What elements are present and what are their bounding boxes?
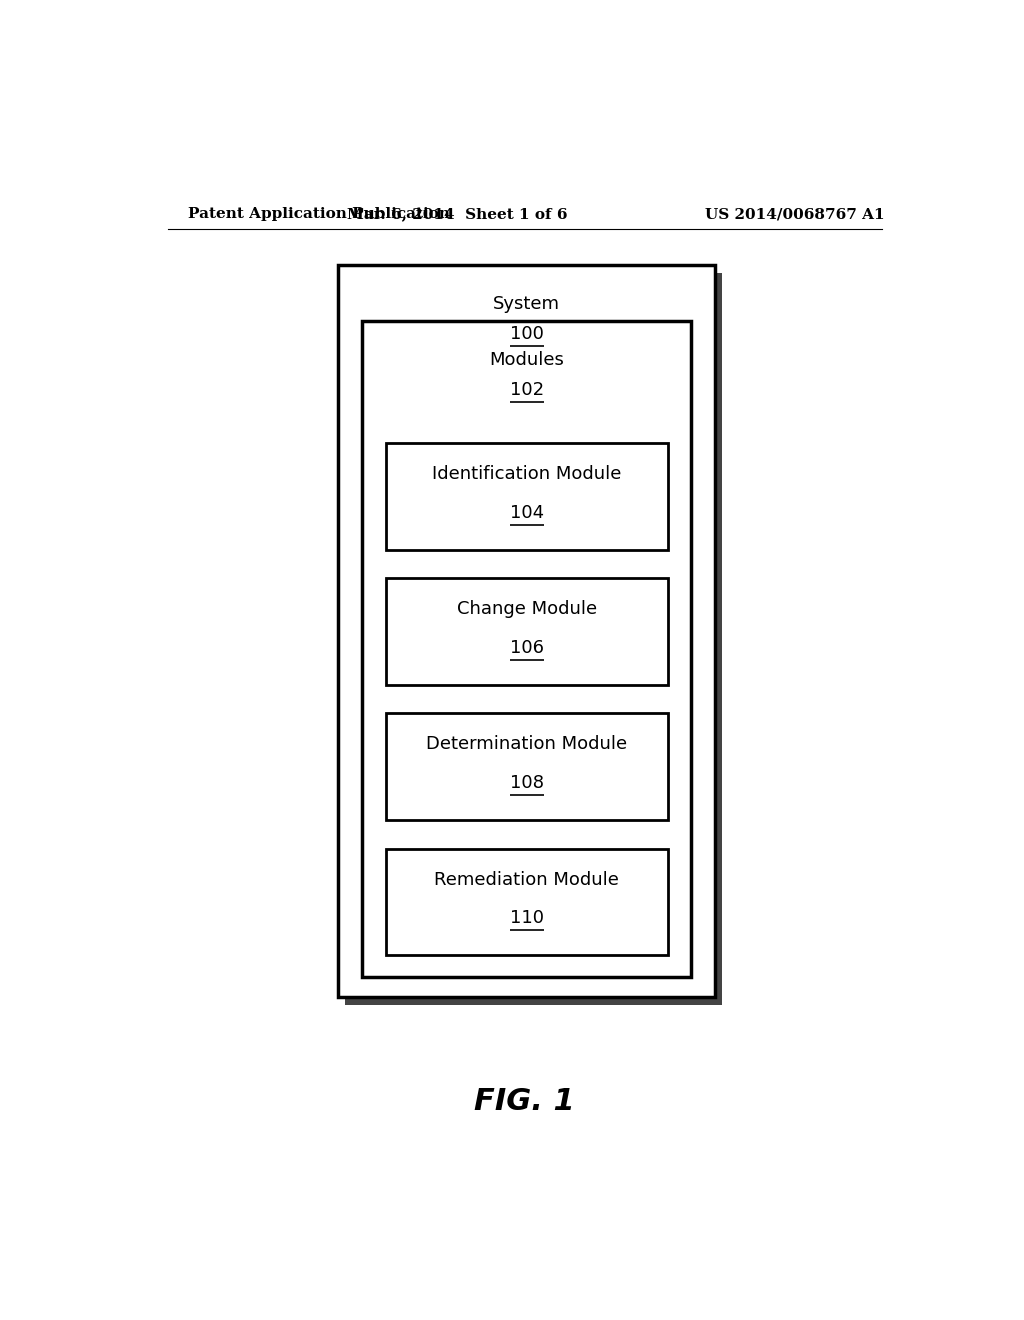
Text: 106: 106 <box>510 639 544 657</box>
Text: Mar. 6, 2014  Sheet 1 of 6: Mar. 6, 2014 Sheet 1 of 6 <box>347 207 567 222</box>
Bar <box>392 722 674 828</box>
Text: 108: 108 <box>510 774 544 792</box>
Text: Identification Module: Identification Module <box>432 465 622 483</box>
Bar <box>392 451 674 558</box>
Bar <box>386 578 668 685</box>
Text: Modules: Modules <box>489 351 564 368</box>
Text: 100: 100 <box>510 325 544 343</box>
Bar <box>392 586 674 693</box>
Bar <box>386 444 668 549</box>
Text: FIG. 1: FIG. 1 <box>474 1088 575 1117</box>
Text: US 2014/0068767 A1: US 2014/0068767 A1 <box>705 207 885 222</box>
Bar <box>345 273 722 1005</box>
Text: Remediation Module: Remediation Module <box>434 870 620 888</box>
Text: Determination Module: Determination Module <box>426 735 628 754</box>
Bar <box>338 265 715 997</box>
Bar <box>386 849 668 956</box>
Bar <box>362 321 691 977</box>
Text: Patent Application Publication: Patent Application Publication <box>187 207 450 222</box>
Text: Change Module: Change Module <box>457 601 597 618</box>
Text: System: System <box>494 294 560 313</box>
Bar <box>369 329 697 985</box>
Text: 110: 110 <box>510 909 544 927</box>
Text: 102: 102 <box>510 381 544 399</box>
Text: 104: 104 <box>510 504 544 521</box>
Bar <box>392 857 674 964</box>
Bar <box>386 713 668 820</box>
